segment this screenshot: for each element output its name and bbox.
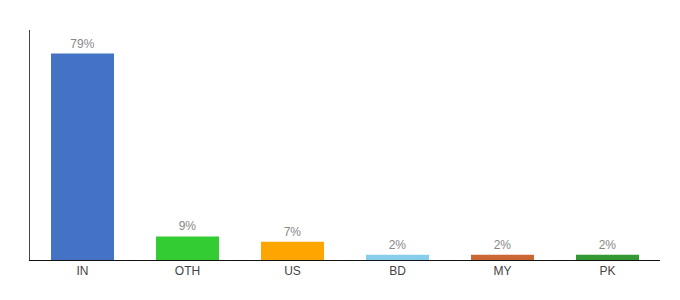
svg-text:BD: BD bbox=[389, 264, 406, 278]
svg-text:79%: 79% bbox=[70, 37, 94, 51]
svg-text:MY: MY bbox=[494, 264, 512, 278]
svg-text:7%: 7% bbox=[284, 225, 302, 239]
svg-text:2%: 2% bbox=[389, 238, 407, 252]
svg-text:2%: 2% bbox=[599, 238, 617, 252]
svg-text:9%: 9% bbox=[179, 219, 197, 233]
svg-text:OTH: OTH bbox=[175, 264, 200, 278]
svg-text:2%: 2% bbox=[494, 238, 512, 252]
svg-text:IN: IN bbox=[77, 264, 89, 278]
svg-text:PK: PK bbox=[599, 264, 615, 278]
svg-text:US: US bbox=[284, 264, 301, 278]
